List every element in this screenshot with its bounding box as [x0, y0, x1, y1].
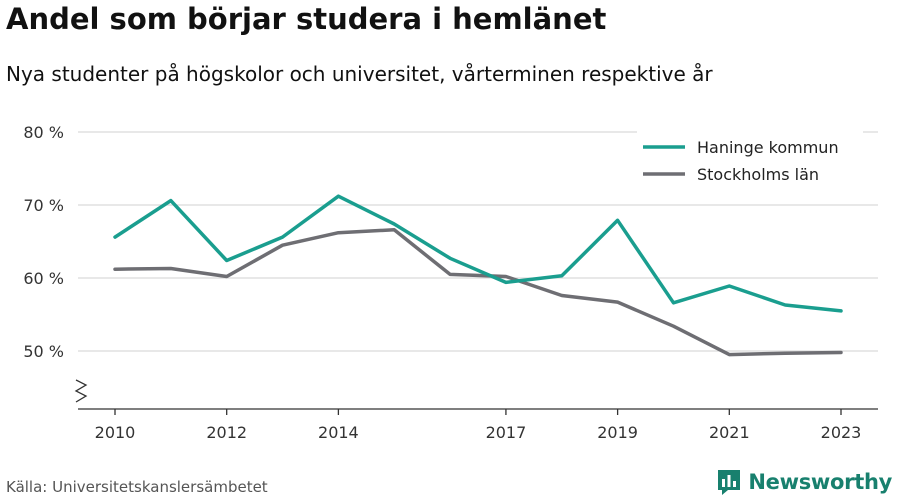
x-tick-label: 2023: [821, 423, 862, 442]
source-note: Källa: Universitetskanslersämbetet: [6, 478, 268, 496]
y-tick-label: 80 %: [23, 123, 64, 142]
series-line-stockholm: [113, 228, 843, 357]
legend-label-stockholm: Stockholms län: [697, 165, 819, 184]
y-tick-label: 70 %: [23, 196, 64, 215]
x-tick-label: 2019: [597, 423, 638, 442]
legend: Haninge kommun Stockholms län: [637, 130, 863, 188]
y-tick-label: 60 %: [23, 269, 64, 288]
chart-title: Andel som börjar studera i hemlänet: [6, 2, 607, 36]
series-line-haninge: [113, 194, 843, 313]
brand-name: Newsworthy: [748, 470, 892, 494]
x-tick-label: 2017: [486, 423, 527, 442]
axis-break-icon: [74, 379, 88, 403]
brand-logo: Newsworthy: [716, 468, 892, 496]
line-chart: 50 % 60 % 70 % 80 % 2010 2012 2014 2017 2019 202…: [23, 123, 878, 442]
x-tick-label: 2010: [95, 423, 136, 442]
x-tick-label: 2012: [206, 423, 247, 442]
series-lines: [113, 194, 843, 357]
x-tick-label: 2021: [709, 423, 750, 442]
x-axis: 2010 2012 2014 2017 2019 2021 2023: [78, 408, 878, 442]
legend-label-haninge: Haninge kommun: [697, 138, 839, 157]
newsworthy-logo-icon: [718, 470, 741, 495]
y-tick-label: 50 %: [23, 342, 64, 361]
y-axis: 50 % 60 % 70 % 80 %: [23, 123, 88, 403]
x-tick-label: 2014: [318, 423, 359, 442]
legend-background: [637, 130, 863, 188]
chart-subtitle: Nya studenter på högskolor och universit…: [6, 62, 713, 86]
